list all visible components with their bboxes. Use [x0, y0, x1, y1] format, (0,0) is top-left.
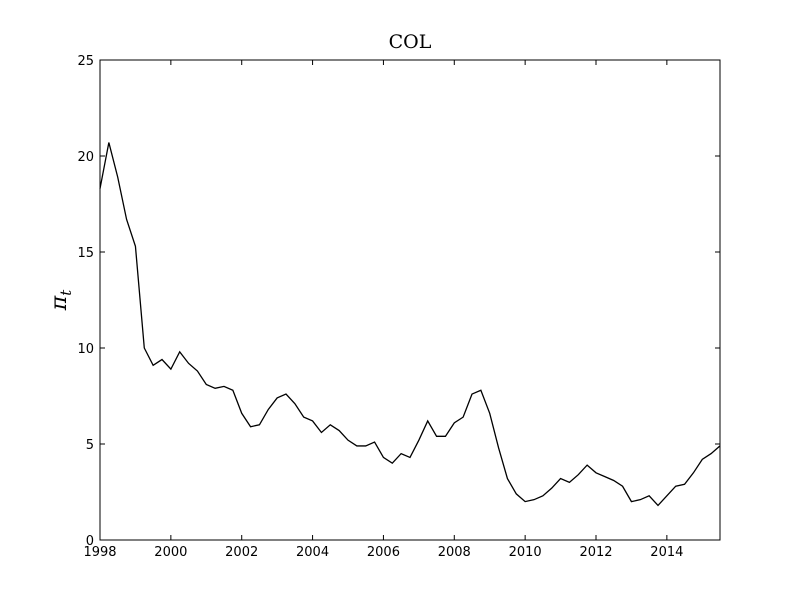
x-tick-label: 2000 — [154, 545, 187, 560]
y-axis-label: πt — [47, 289, 75, 311]
y-tick-label: 0 — [86, 534, 94, 549]
y-tick-label: 5 — [86, 438, 94, 453]
x-tick-label: 1998 — [83, 545, 116, 560]
x-tick-label: 2002 — [225, 545, 258, 560]
x-tick-label: 2012 — [579, 545, 612, 560]
x-tick-label: 2008 — [438, 545, 471, 560]
y-axis-label-subscript: t — [57, 289, 75, 296]
x-tick-label: 2014 — [650, 545, 683, 560]
x-tick-label: 2004 — [296, 545, 329, 560]
y-tick-label: 10 — [77, 342, 94, 357]
y-tick-label: 25 — [77, 54, 94, 69]
y-axis-ticks: 0 5 10 15 20 25 — [77, 54, 720, 549]
plot-frame — [99, 59, 721, 541]
y-tick-label: 15 — [77, 246, 94, 261]
series-line — [99, 142, 721, 507]
y-axis-label-symbol: π — [47, 295, 72, 311]
x-tick-label: 2006 — [367, 545, 400, 560]
x-tick-label: 2010 — [509, 545, 542, 560]
chart-title: COL — [389, 31, 432, 53]
y-tick-label: 20 — [77, 150, 94, 165]
x-axis-ticks: 1998 2000 2002 2004 2006 2008 2010 2012 2014 — [83, 60, 683, 560]
